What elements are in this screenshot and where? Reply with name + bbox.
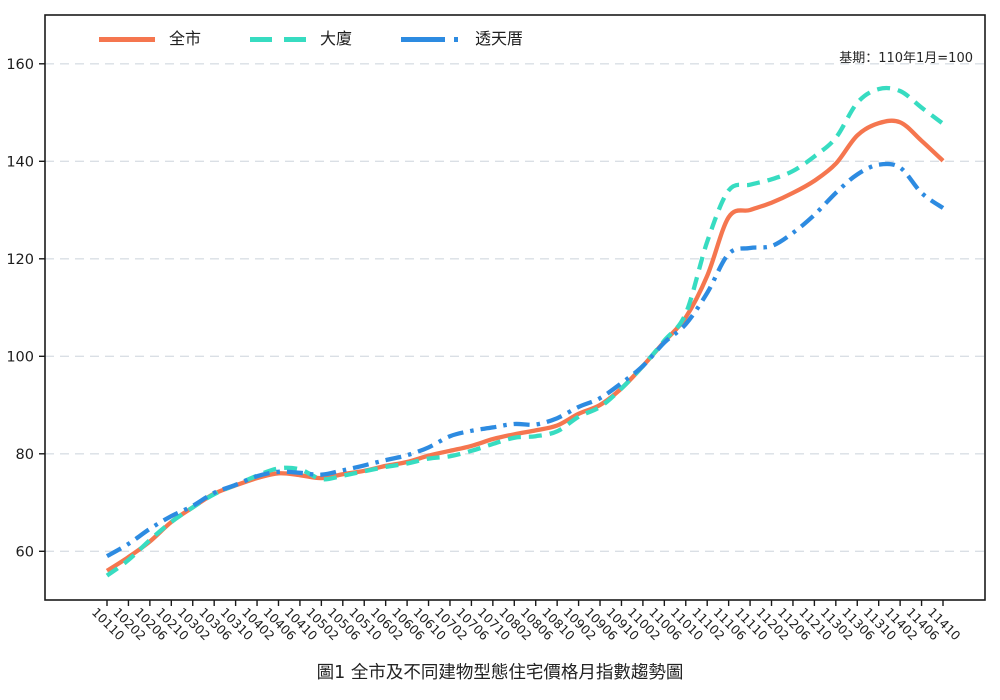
series-line-townhouse [105, 161, 945, 558]
legend: 全市 大廈 透天厝 [98, 26, 523, 52]
townhouse-dashdot-line-swatch-icon [401, 36, 462, 42]
apartment-dashed-line-swatch-icon [250, 36, 307, 42]
y-tick-label: 100 [6, 349, 34, 365]
y-tick-label: 80 [16, 447, 34, 463]
legend-item-apartment-building: 大廈 [249, 31, 352, 47]
legend-item-citywide: 全市 [98, 31, 201, 47]
legend-label-citywide: 全市 [169, 29, 202, 48]
y-tick-label: 140 [6, 154, 34, 170]
legend-item-townhouse: 透天厝 [400, 31, 523, 47]
citywide-line-swatch-icon [99, 36, 155, 42]
y-tick-label: 160 [6, 57, 34, 73]
base-period-note: 基期：110年1月=100 [839, 51, 973, 66]
plot-border [44, 14, 986, 601]
series-line-citywide [105, 118, 945, 573]
y-tick-label: 60 [16, 544, 34, 560]
legend-label-apartment-building: 大廈 [320, 29, 353, 48]
y-tick-label: 120 [6, 252, 34, 268]
chart-title: 圖1 全市及不同建物型態住宅價格月指數趨勢圖 [316, 663, 684, 683]
legend-label-townhouse: 透天厝 [475, 29, 524, 48]
